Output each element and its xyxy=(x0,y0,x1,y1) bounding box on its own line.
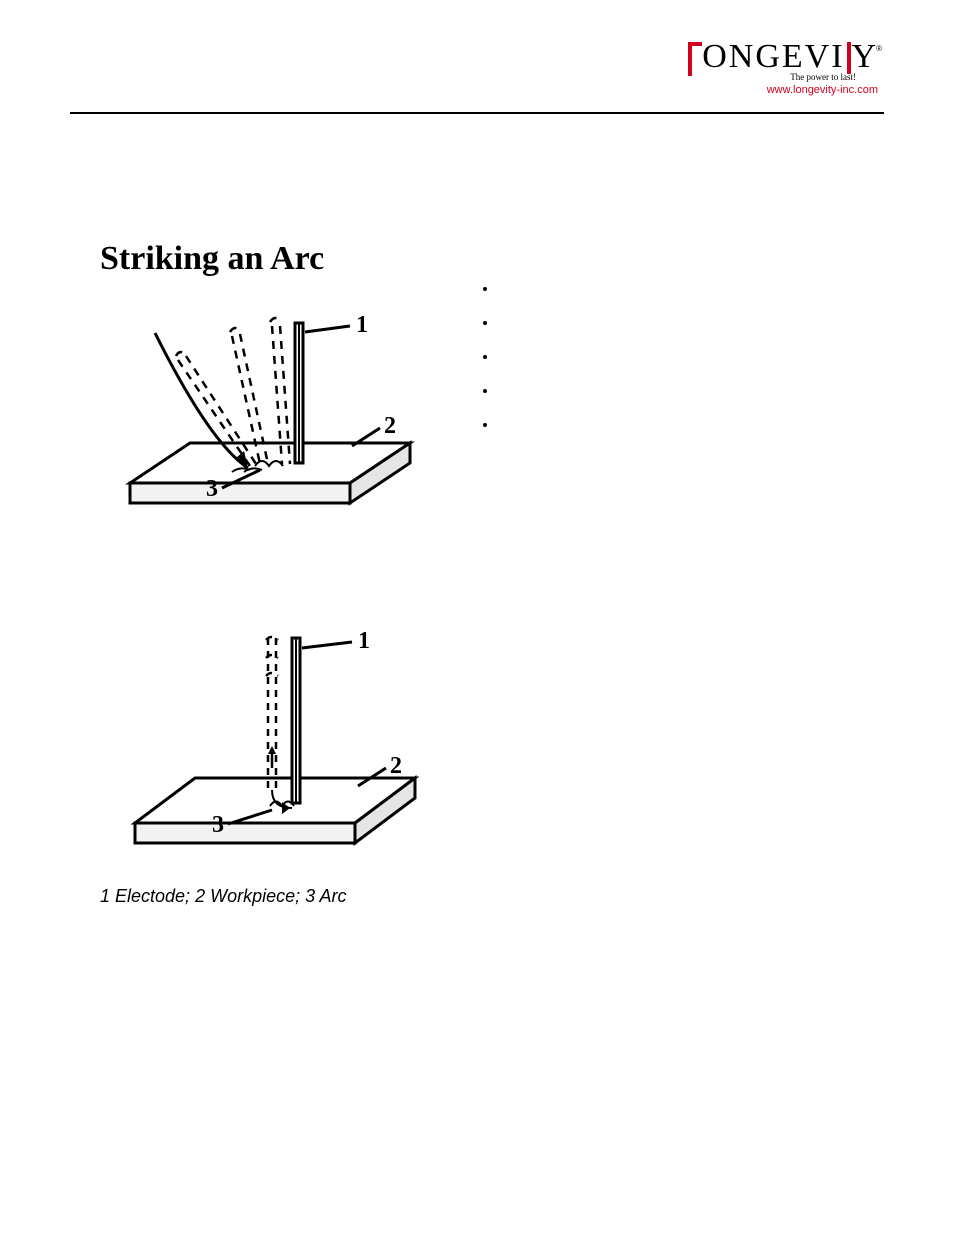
figure-caption: 1 Electode; 2 Workpiece; 3 Arc xyxy=(100,886,430,907)
bullet-item xyxy=(498,416,880,432)
brand-logo: ONGEVIY® xyxy=(688,40,884,74)
content: Striking an Arc xyxy=(100,240,880,907)
logo-text-part2: Y xyxy=(852,38,879,75)
page: ONGEVIY® The power to last! www.longevit… xyxy=(0,0,954,1235)
figure-b-label-2: 2 xyxy=(390,753,402,779)
bullet-column xyxy=(470,240,880,450)
row-top: Striking an Arc xyxy=(100,240,880,538)
logo-bracket-icon xyxy=(688,42,702,76)
figure-b-label-3: 3 xyxy=(212,812,224,838)
section-title: Striking an Arc xyxy=(100,240,470,278)
bullet-list xyxy=(480,280,880,432)
figure-a: 1 2 3 xyxy=(100,288,430,538)
figure-a-label-3: 3 xyxy=(206,476,218,502)
bullet-item xyxy=(498,280,880,296)
header: ONGEVIY® The power to last! www.longevit… xyxy=(664,40,884,96)
logo-text-part1: ONGEVI xyxy=(702,38,844,75)
bullet-item xyxy=(498,314,880,330)
bullet-item xyxy=(498,348,880,364)
figure-a-label-2: 2 xyxy=(384,413,396,439)
figure-b: 1 2 3 1 Electode; 2 Workpiece; 3 Arc xyxy=(100,618,430,907)
header-rule xyxy=(70,112,884,114)
figure-b-svg: 1 2 3 xyxy=(100,618,430,878)
bullet-item xyxy=(498,382,880,398)
logo-t-bar-icon xyxy=(847,42,851,74)
figure-a-svg: 1 2 3 xyxy=(100,288,430,538)
brand-url: www.longevity-inc.com xyxy=(664,84,878,96)
figure-a-column: Striking an Arc xyxy=(100,240,470,538)
figure-b-label-1: 1 xyxy=(358,628,370,654)
spacer xyxy=(100,538,880,618)
figure-a-label-1: 1 xyxy=(356,312,368,338)
registered-mark: ® xyxy=(876,44,882,53)
